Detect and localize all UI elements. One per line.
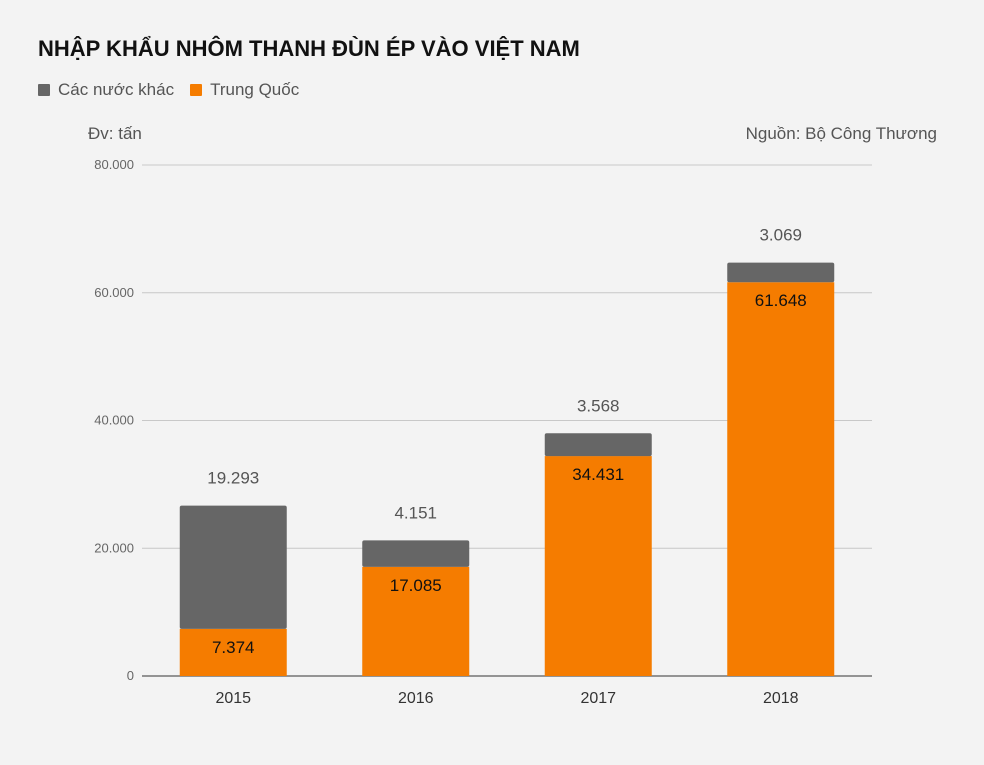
data-label-china: 17.085 [390, 576, 442, 595]
source-label: Nguồn: Bộ Công Thương [745, 124, 937, 143]
y-tick-label: 80.000 [94, 157, 134, 172]
unit-label: Đv: tấn [88, 124, 142, 143]
data-label-others: 4.151 [394, 503, 437, 522]
bar-china [727, 282, 835, 676]
y-tick-label: 20.000 [94, 540, 134, 555]
data-label-others: 19.293 [207, 469, 259, 488]
x-tick-label: 2016 [398, 690, 434, 707]
y-tick-label: 0 [127, 668, 134, 683]
bar-others [362, 540, 470, 567]
data-label-china: 61.648 [755, 291, 807, 310]
bar-china [179, 628, 287, 676]
bar-others [727, 262, 835, 283]
data-label-china: 7.374 [212, 638, 255, 657]
legend-swatch-others [38, 84, 50, 96]
bar-china [544, 456, 652, 676]
bar-others [179, 505, 287, 629]
data-label-others: 3.568 [577, 396, 620, 415]
legend-label-others: Các nước khác [58, 80, 175, 99]
legend-swatch-china [190, 84, 203, 96]
x-tick-label: 2015 [215, 690, 251, 707]
legend-item-china: Trung Quốc [190, 80, 299, 100]
chart-title: NHẬP KHẨU NHÔM THANH ĐÙN ÉP VÀO VIỆT NAM [38, 36, 580, 61]
legend-label-china: Trung Quốc [210, 80, 300, 99]
legend-item-others: Các nước khác [38, 80, 174, 100]
bar-china [362, 566, 470, 676]
x-tick-label: 2018 [763, 690, 799, 707]
bar-others [544, 433, 652, 457]
y-tick-label: 60.000 [94, 285, 134, 300]
x-tick-label: 2017 [580, 690, 616, 707]
legend: Các nước khác Trung Quốc [38, 80, 315, 100]
y-tick-label: 40.000 [94, 413, 134, 428]
data-label-others: 3.069 [759, 226, 802, 245]
data-label-china: 34.431 [572, 465, 624, 484]
